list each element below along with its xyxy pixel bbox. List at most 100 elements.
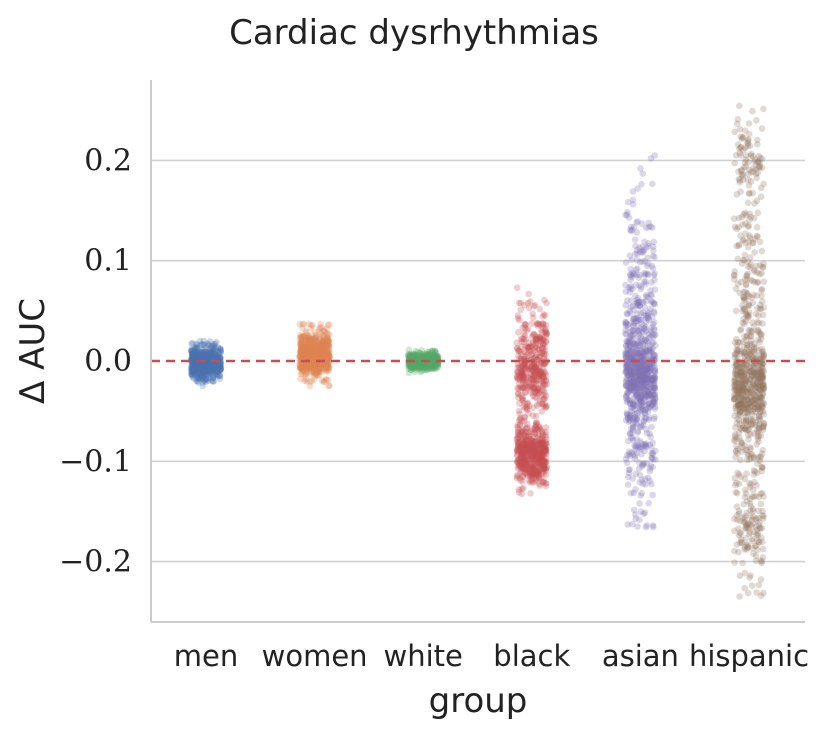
data-point: [192, 353, 199, 361]
data-point: [206, 354, 214, 361]
data-point: [747, 444, 754, 451]
data-point: [208, 377, 216, 385]
data-point: [209, 377, 217, 385]
series-asian: [622, 152, 659, 531]
data-point: [200, 368, 208, 376]
data-point: [195, 351, 202, 359]
data-point: [756, 163, 763, 170]
data-point: [188, 364, 195, 372]
data-point: [757, 500, 765, 508]
data-point: [525, 477, 533, 484]
data-point: [210, 361, 217, 368]
data-point: [216, 372, 224, 380]
data-point: [203, 369, 211, 376]
data-point: [753, 223, 761, 231]
data-point: [196, 362, 204, 370]
data-point: [194, 375, 202, 382]
data-point: [190, 364, 198, 372]
data-point: [197, 353, 204, 361]
data-point: [191, 361, 198, 368]
data-point: [215, 361, 222, 368]
data-point: [651, 384, 658, 392]
data-point: [190, 369, 197, 377]
data-point: [204, 341, 212, 349]
data-point: [192, 352, 200, 359]
data-point: [188, 350, 196, 358]
data-point: [324, 361, 332, 369]
data-point: [750, 454, 758, 461]
data-point: [650, 247, 657, 254]
data-point: [200, 370, 207, 378]
data-point: [209, 348, 216, 356]
data-point: [196, 337, 204, 345]
data-point: [216, 345, 224, 353]
data-point: [201, 363, 209, 370]
data-point: [193, 362, 200, 369]
data-point: [203, 361, 210, 368]
data-point: [192, 357, 199, 365]
data-point: [205, 357, 213, 365]
data-point: [519, 364, 526, 371]
data-point: [201, 366, 208, 373]
data-point: [212, 351, 219, 359]
x-tick-label: men: [174, 639, 238, 673]
data-point: [517, 306, 525, 314]
data-point: [208, 343, 216, 350]
data-point: [195, 362, 203, 369]
data-point: [204, 365, 211, 373]
data-point: [758, 464, 766, 471]
data-point: [214, 367, 222, 374]
data-point: [405, 363, 413, 370]
data-point: [200, 364, 207, 372]
data-point: [533, 320, 541, 328]
data-point: [533, 351, 540, 359]
data-point: [196, 363, 203, 371]
data-point: [211, 340, 219, 348]
data-point: [188, 368, 196, 375]
data-point: [190, 356, 197, 364]
data-point: [213, 371, 220, 378]
data-point: [196, 351, 204, 358]
data-point: [190, 356, 197, 364]
data-point: [209, 351, 216, 359]
data-point: [190, 368, 197, 376]
data-point: [757, 184, 765, 192]
data-point: [194, 350, 201, 358]
data-point: [194, 352, 202, 360]
data-point: [532, 337, 540, 345]
data-point: [758, 534, 765, 541]
data-point: [759, 311, 767, 319]
data-point: [200, 369, 207, 376]
data-point: [193, 351, 200, 358]
data-point: [211, 349, 219, 356]
data-point: [205, 354, 212, 361]
data-point: [202, 362, 209, 369]
data-point: [758, 247, 766, 255]
data-point: [201, 367, 208, 374]
data-point: [191, 346, 199, 353]
data-point: [525, 290, 532, 298]
data-point: [192, 344, 199, 352]
data-point: [741, 306, 748, 314]
data-point: [526, 459, 533, 467]
data-point: [533, 366, 541, 374]
data-point: [199, 366, 206, 374]
data-point: [217, 365, 224, 373]
data-point: [627, 265, 634, 273]
data-point: [312, 371, 319, 378]
data-point: [749, 513, 757, 520]
data-point: [198, 371, 206, 379]
data-point: [217, 348, 224, 356]
data-point: [212, 362, 220, 370]
data-point: [201, 364, 209, 372]
data-point: [196, 363, 204, 371]
data-point: [627, 386, 635, 393]
data-point: [755, 403, 763, 411]
data-point: [757, 576, 765, 583]
data-point: [758, 270, 765, 277]
data-point: [539, 324, 546, 331]
data-point: [189, 360, 197, 368]
data-point: [217, 367, 224, 374]
data-point: [193, 352, 200, 360]
data-point: [217, 349, 224, 357]
